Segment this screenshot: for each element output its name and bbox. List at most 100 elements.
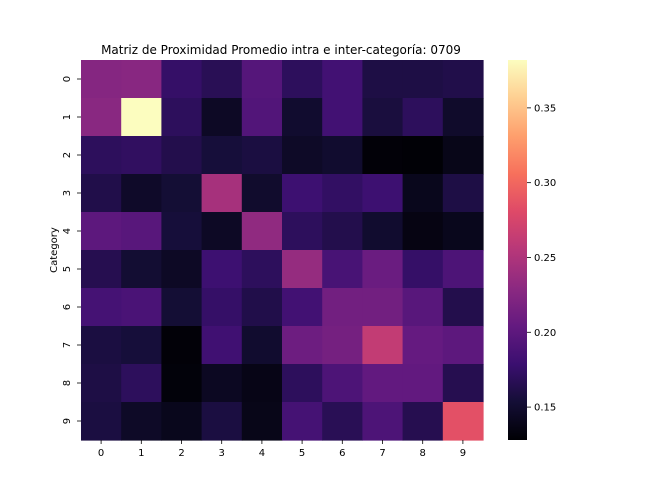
heatmap-cell [322,174,363,213]
heatmap-cell [362,402,404,441]
heatmap-cell [201,326,243,365]
y-tick-label: 7 [62,342,73,348]
x-tick-label: 1 [138,448,144,459]
heatmap-cell [442,98,484,137]
chart-title: Matriz de Proximidad Promedio intra e in… [101,43,461,57]
heatmap-cell [161,98,203,137]
heatmap-cell [161,250,203,289]
heatmap-cell [282,136,323,175]
heatmap-cell [241,174,283,213]
heatmap-cell [161,326,203,365]
heatmap-cell [81,364,122,403]
heatmap-cell [121,174,162,213]
heatmap-cell [201,174,243,213]
heatmap-cell [402,364,444,403]
heatmap-cell [241,212,283,251]
x-tick-label: 5 [299,448,305,459]
heatmap-cell [81,60,122,99]
heatmap-cell [81,402,122,441]
heatmap-cell [402,98,444,137]
colorbar-tick-label: 0.20 [534,328,556,339]
heatmap-cell [402,288,444,327]
x-tick-label: 0 [98,448,104,459]
heatmap-cell [161,212,203,251]
heatmap-cell [442,402,484,441]
y-tick-label: 9 [62,418,73,424]
heatmap-cell [241,402,283,441]
heatmap-cell [322,98,363,137]
heatmap-cell [121,250,162,289]
heatmap-cell [362,326,404,365]
y-tick-label: 0 [62,76,73,82]
heatmap-cell [121,98,162,137]
heatmap-cell [282,98,323,137]
x-tick-label: 9 [460,448,466,459]
heatmap-cell [442,136,484,175]
heatmap-cell [201,212,243,251]
colorbar-tick-label: 0.30 [534,178,556,189]
x-axis-ticks: 0 1 2 3 4 5 6 7 8 9 [98,440,466,459]
x-tick-label: 2 [178,448,184,459]
heatmap-cell [81,326,122,365]
heatmap-cell [81,288,122,327]
heatmap-cell [442,364,484,403]
heatmap-cell [201,402,243,441]
heatmap-cell [161,288,203,327]
heatmap-cell [282,250,323,289]
heatmap-cell [81,98,122,137]
heatmap-cells [81,60,484,441]
heatmap-cell [362,98,404,137]
heatmap-cell [442,212,484,251]
heatmap-cell [282,326,323,365]
y-tick-label: 5 [62,266,73,272]
heatmap-cell [322,288,363,327]
y-tick-label: 3 [62,190,73,196]
heatmap-cell [362,174,404,213]
heatmap-cell [161,136,203,175]
heatmap-cell [282,364,323,403]
heatmap-cell [121,288,162,327]
heatmap-cell [161,402,203,441]
colorbar-tick-label: 0.35 [534,103,556,114]
heatmap-cell [121,364,162,403]
heatmap-cell [402,174,444,213]
heatmap-cell [121,60,162,99]
heatmap-cell [161,364,203,403]
x-tick-label: 8 [420,448,426,459]
heatmap-cell [201,288,243,327]
heatmap-cell [362,288,404,327]
colorbar-ticks: 0.15 0.20 0.25 0.30 0.35 [527,103,556,414]
heatmap-cell [81,250,122,289]
heatmap-cell [322,364,363,403]
heatmap-cell [442,174,484,213]
heatmap-cell [362,364,404,403]
heatmap-cell [362,136,404,175]
heatmap-cell [322,250,363,289]
heatmap-cell [241,326,283,365]
heatmap-cell [442,60,484,99]
heatmap-cell [402,136,444,175]
colorbar-tick-label: 0.25 [534,253,556,264]
heatmap-cell [81,212,122,251]
heatmap-cell [201,136,243,175]
y-tick-label: 4 [62,228,73,234]
y-tick-label: 1 [62,114,73,120]
heatmap-cell [241,288,283,327]
heatmap-cell [241,250,283,289]
heatmap-cell [241,60,283,99]
heatmap-cell [442,288,484,327]
y-tick-label: 2 [62,152,73,158]
heatmap-cell [442,250,484,289]
y-axis-label: Category [49,227,60,273]
heatmap-cell [201,250,243,289]
heatmap-cell [201,364,243,403]
heatmap-cell [282,288,323,327]
x-tick-label: 7 [379,448,385,459]
heatmap-cell [282,60,323,99]
heatmap-cell [161,60,203,99]
heatmap-cell [121,326,162,365]
heatmap-cell [161,174,203,213]
heatmap-cell [241,98,283,137]
heatmap-cell [201,98,243,137]
